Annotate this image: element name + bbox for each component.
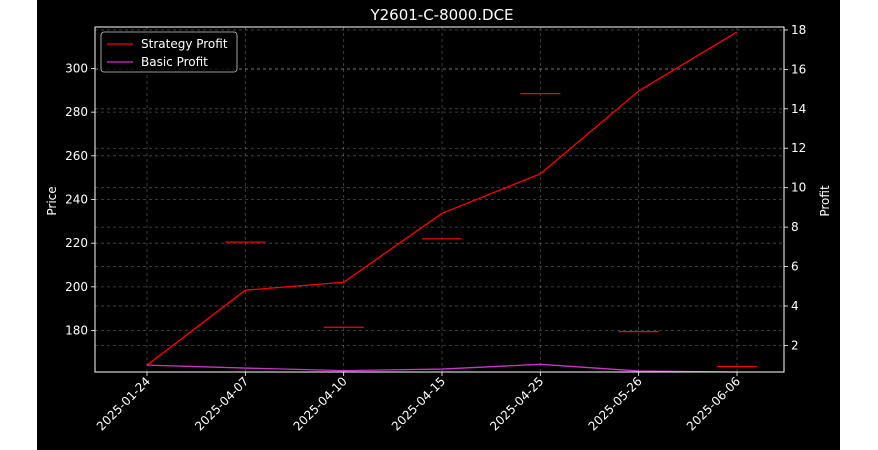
- y-right-tick-label-7: 16: [791, 62, 806, 76]
- y-left-tick-label-1: 200: [65, 280, 88, 294]
- y-right-tick-label-3: 8: [791, 220, 799, 234]
- y-right-tick-label-0: 2: [791, 338, 799, 352]
- legend-label-basic: Basic Profit: [141, 55, 208, 69]
- series-line-basic-profit: [146, 363, 738, 373]
- y-right-tick-label-4: 10: [791, 181, 806, 195]
- grid-lines: [95, 27, 784, 372]
- y-right-tick-label-1: 4: [791, 299, 799, 313]
- chart-title: Y2601-C-8000.DCE: [369, 6, 513, 24]
- y-left-tick-label-5: 280: [65, 105, 88, 119]
- x-tick-label-5: 2025-05-26: [586, 374, 645, 433]
- x-tick-label-3: 2025-04-15: [389, 374, 448, 433]
- legend-label-strategy: Strategy Profit: [141, 37, 228, 51]
- y-right-tick-label-6: 14: [791, 102, 806, 116]
- series-line-strategy-profit: [146, 31, 738, 366]
- x-tick-label-4: 2025-04-25: [487, 374, 546, 433]
- y-right-tick-label-5: 12: [791, 141, 806, 155]
- chart-figure: Y2601-C-8000.DCE Price Profit 2025-01-24…: [37, 0, 840, 450]
- chart-svg: Y2601-C-8000.DCE Price Profit 2025-01-24…: [45, 6, 832, 433]
- legend: Strategy Profit Basic Profit: [100, 31, 238, 73]
- x-tick-label-0: 2025-01-24: [94, 374, 153, 433]
- y-left-tick-label-6: 300: [65, 61, 88, 75]
- y-axis-left-label: Price: [45, 186, 59, 215]
- x-tick-label-6: 2025-06-06: [684, 374, 743, 433]
- legend-box: [100, 31, 238, 73]
- y-right-tick-label-2: 6: [791, 260, 799, 274]
- y-right-tick-label-8: 18: [791, 23, 806, 37]
- y-axis-right-label: Profit: [818, 185, 832, 217]
- y-left-tick-label-2: 220: [65, 236, 88, 250]
- x-tick-label-2: 2025-04-10: [291, 374, 350, 433]
- series-layer: [146, 31, 757, 373]
- y-left-tick-label-0: 180: [65, 324, 88, 338]
- x-tick-label-1: 2025-04-07: [192, 374, 251, 433]
- y-left-tick-label-4: 260: [65, 149, 88, 163]
- y-left-tick-label-3: 240: [65, 193, 88, 207]
